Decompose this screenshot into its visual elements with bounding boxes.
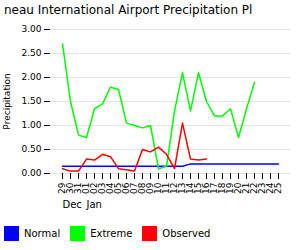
svg-text:0.50: 0.50 <box>21 144 41 154</box>
svg-text:30: 30 <box>65 182 76 194</box>
svg-text:Jan: Jan <box>86 199 102 210</box>
svg-text:3.00: 3.00 <box>21 24 41 34</box>
svg-text:04: 04 <box>105 182 116 194</box>
svg-text:19: 19 <box>225 182 236 194</box>
svg-text:17: 17 <box>209 182 220 194</box>
svg-text:24: 24 <box>265 182 276 194</box>
html-text:Observed: Observed <box>162 228 211 239</box>
svg-text:10: 10 <box>153 182 164 194</box>
svg-text:11: 11 <box>161 182 172 194</box>
svg-text:2.00: 2.00 <box>21 72 41 82</box>
svg-text:0.00: 0.00 <box>21 168 41 178</box>
svg-text:05: 05 <box>113 182 124 194</box>
svg-text:09: 09 <box>145 182 156 194</box>
svg-text:Precipitation: Precipitation <box>2 73 12 129</box>
svg-text:Dec: Dec <box>63 199 82 210</box>
svg-text:20: 20 <box>233 182 244 194</box>
svg-text:1.50: 1.50 <box>21 96 41 106</box>
svg-text:2.50: 2.50 <box>21 48 41 58</box>
svg-text:03: 03 <box>97 182 108 194</box>
svg-text:15: 15 <box>193 182 204 194</box>
svg-text:31: 31 <box>73 182 84 194</box>
html-text:Extreme: Extreme <box>90 228 133 239</box>
svg-text:14: 14 <box>185 182 196 194</box>
svg-text:18: 18 <box>217 182 228 194</box>
svg-text:25: 25 <box>273 183 283 194</box>
svg-text:21: 21 <box>241 182 252 194</box>
svg-text:13: 13 <box>177 182 188 194</box>
html-text:Normal: Normal <box>24 228 61 239</box>
svg-text:01: 01 <box>81 182 92 194</box>
svg-text:22: 22 <box>249 182 260 194</box>
svg-text:06: 06 <box>121 182 132 194</box>
svg-text:02: 02 <box>89 182 100 194</box>
svg-text:07: 07 <box>129 182 140 194</box>
svg-text:1.00: 1.00 <box>21 120 41 130</box>
svg-text:16: 16 <box>201 182 212 194</box>
svg-text:12: 12 <box>169 182 180 194</box>
svg-text:29: 29 <box>57 182 68 194</box>
svg-text:08: 08 <box>137 182 148 194</box>
html-text:neau International Airport Pre: neau International Airport Precipitation… <box>4 3 253 17</box>
svg-text:23: 23 <box>257 182 268 194</box>
